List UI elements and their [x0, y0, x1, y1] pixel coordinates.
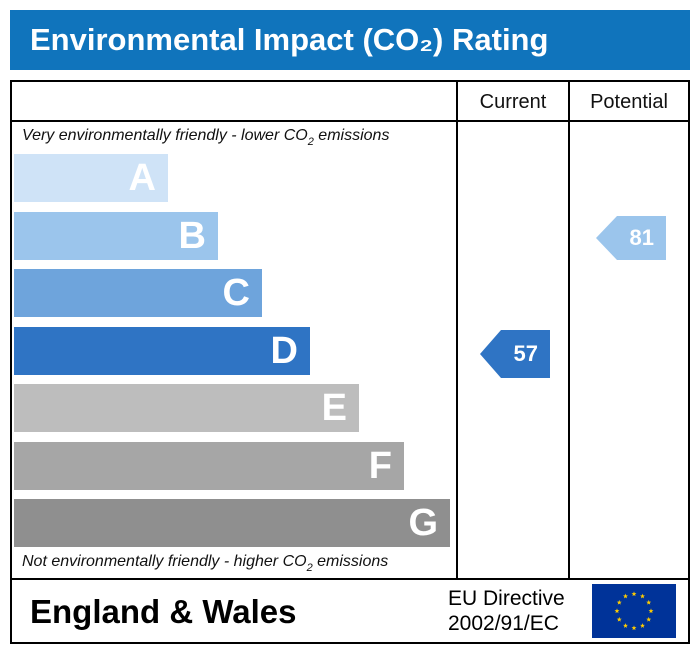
- column-divider-current: [456, 82, 458, 580]
- band-letter: C: [222, 272, 250, 314]
- band-letter: D: [270, 330, 298, 372]
- top-note-suffix: emissions: [313, 127, 390, 144]
- band-letter: G: [408, 502, 438, 544]
- band-f: F: [14, 442, 404, 490]
- rating-chart-frame: Current Potential Very environmentally f…: [10, 80, 690, 644]
- band-letter: B: [178, 215, 206, 257]
- eu-star-icon: [623, 593, 628, 599]
- eu-star-icon: [623, 623, 628, 628]
- current-rating-arrow: 57: [480, 330, 550, 378]
- current-rating-value: 57: [513, 341, 538, 366]
- potential-rating-arrow: 81: [596, 216, 666, 260]
- eu-flag-icon: [592, 584, 676, 638]
- band-letter: A: [128, 157, 156, 199]
- eu-star-icon: [640, 623, 645, 628]
- eu-directive-line1: EU Directive: [448, 587, 565, 610]
- band-e: E: [14, 384, 359, 432]
- band-letter: E: [321, 387, 347, 429]
- eu-star-icon: [616, 616, 622, 622]
- column-header-current: Current: [479, 91, 547, 113]
- band-letter: F: [368, 445, 392, 487]
- bottom-note-subscript: 2: [306, 562, 313, 574]
- column-header-potential: Potential: [590, 91, 668, 113]
- band-c: C: [14, 269, 262, 317]
- eu-flag-stars: [614, 591, 654, 631]
- bottom-note-text: Not environmentally friendly - higher CO: [22, 553, 307, 570]
- bottom-note: Not environmentally friendly - higher CO…: [22, 553, 389, 574]
- eu-star-icon: [616, 599, 622, 605]
- region-label: England & Wales: [30, 593, 297, 630]
- band-g: G: [14, 499, 450, 547]
- top-note: Very environmentally friendly - lower CO…: [22, 127, 390, 148]
- eu-directive-text: EU Directive 2002/91/EC: [448, 586, 565, 636]
- eu-directive-line2: 2002/91/EC: [448, 612, 559, 635]
- rating-title: Environmental Impact (CO₂) Rating: [10, 10, 690, 70]
- column-divider-potential: [568, 82, 570, 580]
- eu-star-icon: [646, 599, 652, 605]
- bottom-note-suffix: emissions: [312, 553, 389, 570]
- top-note-subscript: 2: [307, 136, 314, 148]
- header-row-divider: [12, 120, 688, 122]
- band-b: B: [14, 212, 218, 260]
- band-a: A: [14, 154, 168, 202]
- potential-rating-value: 81: [629, 225, 654, 250]
- eu-star-icon: [631, 591, 637, 597]
- top-note-text: Very environmentally friendly - lower CO: [22, 127, 308, 144]
- band-d: D: [14, 327, 310, 375]
- footer-divider: [12, 578, 688, 580]
- eu-star-icon: [646, 616, 652, 622]
- eu-star-icon: [648, 608, 654, 614]
- eu-star-icon: [614, 608, 620, 614]
- eu-star-icon: [631, 625, 637, 631]
- eu-star-icon: [640, 593, 645, 599]
